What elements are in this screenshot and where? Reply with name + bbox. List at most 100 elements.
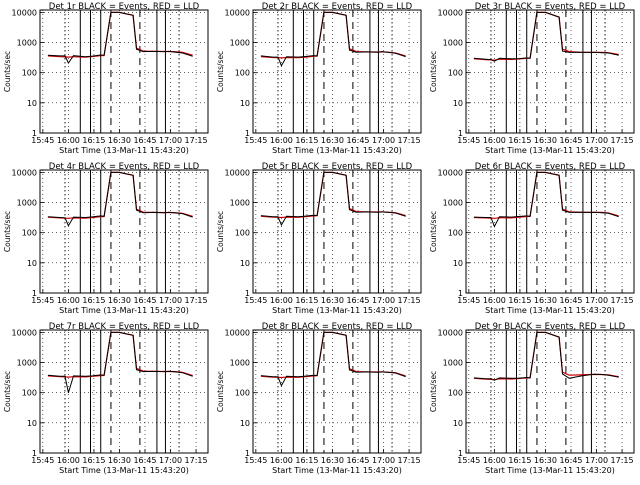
x-tick-label: 17:15 — [185, 296, 208, 305]
x-tick-label: 16:15 — [82, 136, 105, 145]
x-axis-label: Start Time (13-Mar-11 15:43:20) — [485, 466, 615, 475]
series-line-events — [260, 171, 406, 227]
y-tick-label: 1000 — [230, 359, 250, 368]
x-tick-label: 15:45 — [457, 136, 480, 145]
y-tick-label: 10 — [453, 419, 463, 428]
x-tick-label: 16:45 — [346, 136, 369, 145]
series-line-events — [473, 11, 619, 62]
series-line-events — [260, 331, 406, 387]
y-tick-label: 100 — [22, 229, 37, 238]
x-tick-label: 17:00 — [159, 456, 182, 465]
y-tick-label: 10 — [27, 99, 37, 108]
x-tick-label: 16:45 — [559, 136, 582, 145]
x-tick-label: 16:15 — [508, 456, 531, 465]
x-axis-label: Start Time (13-Mar-11 15:43:20) — [59, 306, 189, 315]
x-tick-label: 16:00 — [57, 296, 80, 305]
x-tick-label: 16:45 — [133, 136, 156, 145]
x-tick-label: 15:45 — [457, 296, 480, 305]
y-tick-label: 10 — [240, 419, 250, 428]
y-tick-label: 10 — [240, 259, 250, 268]
x-tick-label: 17:00 — [585, 456, 608, 465]
series-line-lld — [473, 171, 619, 219]
series-line-lld — [260, 331, 406, 379]
y-tick-label: 1000 — [17, 39, 37, 48]
x-tick-label: 16:30 — [534, 296, 557, 305]
x-tick-label: 16:15 — [295, 296, 318, 305]
series-line-events — [260, 11, 406, 67]
x-axis-label: Start Time (13-Mar-11 15:43:20) — [485, 146, 615, 155]
y-tick-label: 100 — [448, 229, 463, 238]
x-tick-label: 16:30 — [108, 296, 131, 305]
y-tick-label: 10 — [27, 259, 37, 268]
y-tick-label: 100 — [235, 229, 250, 238]
x-tick-label: 15:45 — [31, 456, 54, 465]
y-tick-label: 1 — [245, 289, 250, 298]
series-line-events — [47, 331, 193, 393]
x-tick-label: 16:30 — [108, 456, 131, 465]
y-tick-label: 10000 — [438, 8, 463, 17]
x-tick-label: 16:15 — [508, 136, 531, 145]
x-tick-label: 16:45 — [133, 456, 156, 465]
x-tick-label: 16:30 — [534, 136, 557, 145]
y-tick-label: 100 — [448, 389, 463, 398]
panel-title: Det 5r BLACK = Events, RED = LLD — [262, 162, 413, 172]
y-tick-label: 100 — [235, 69, 250, 78]
x-tick-label: 17:00 — [372, 136, 395, 145]
y-tick-label: 1000 — [443, 199, 463, 208]
y-axis-label: Counts/sec — [429, 371, 438, 412]
y-tick-label: 10000 — [12, 168, 37, 177]
x-tick-label: 16:30 — [108, 136, 131, 145]
x-tick-label: 16:00 — [483, 136, 506, 145]
y-tick-label: 100 — [22, 69, 37, 78]
x-tick-label: 16:45 — [559, 296, 582, 305]
x-tick-label: 16:00 — [483, 296, 506, 305]
series-line-lld — [260, 171, 406, 219]
panel-title: Det 6r BLACK = Events, RED = LLD — [475, 162, 626, 172]
x-tick-label: 16:30 — [321, 296, 344, 305]
y-axis-label: Counts/sec — [429, 51, 438, 92]
series-line-lld — [47, 171, 193, 219]
panel-title: Det 4r BLACK = Events, RED = LLD — [49, 162, 200, 172]
y-axis-label: Counts/sec — [216, 51, 225, 92]
x-tick-label: 16:30 — [534, 456, 557, 465]
x-tick-label: 16:15 — [82, 296, 105, 305]
panel-title: Det 7r BLACK = Events, RED = LLD — [49, 322, 200, 332]
x-tick-label: 17:15 — [185, 456, 208, 465]
y-axis-label: Counts/sec — [216, 371, 225, 412]
x-tick-label: 15:45 — [244, 456, 267, 465]
x-tick-label: 15:45 — [244, 296, 267, 305]
x-tick-label: 17:15 — [398, 296, 421, 305]
x-tick-label: 16:00 — [57, 136, 80, 145]
y-tick-label: 10000 — [438, 168, 463, 177]
x-tick-label: 16:30 — [321, 136, 344, 145]
y-axis-label: Counts/sec — [3, 211, 12, 252]
x-axis-label: Start Time (13-Mar-11 15:43:20) — [59, 466, 189, 475]
y-tick-label: 1000 — [17, 199, 37, 208]
x-tick-label: 17:15 — [185, 136, 208, 145]
x-tick-label: 16:45 — [559, 456, 582, 465]
x-tick-label: 17:00 — [372, 296, 395, 305]
x-tick-label: 16:30 — [321, 456, 344, 465]
x-tick-label: 17:15 — [398, 136, 421, 145]
y-tick-label: 1000 — [17, 359, 37, 368]
y-tick-label: 1000 — [443, 39, 463, 48]
y-tick-label: 1 — [32, 129, 37, 138]
x-tick-label: 16:45 — [346, 456, 369, 465]
panel-title: Det 3r BLACK = Events, RED = LLD — [475, 2, 626, 12]
series-line-lld — [47, 331, 193, 378]
y-tick-label: 10000 — [225, 8, 250, 17]
x-tick-label: 16:00 — [270, 136, 293, 145]
series-line-lld — [260, 11, 406, 59]
y-tick-label: 1 — [458, 449, 463, 458]
x-tick-label: 16:45 — [346, 296, 369, 305]
x-tick-label: 17:00 — [372, 456, 395, 465]
y-tick-label: 100 — [448, 69, 463, 78]
y-axis-label: Counts/sec — [3, 51, 12, 92]
x-tick-label: 15:45 — [457, 456, 480, 465]
y-tick-label: 1 — [245, 449, 250, 458]
y-axis-label: Counts/sec — [3, 371, 12, 412]
y-tick-label: 10000 — [12, 328, 37, 337]
